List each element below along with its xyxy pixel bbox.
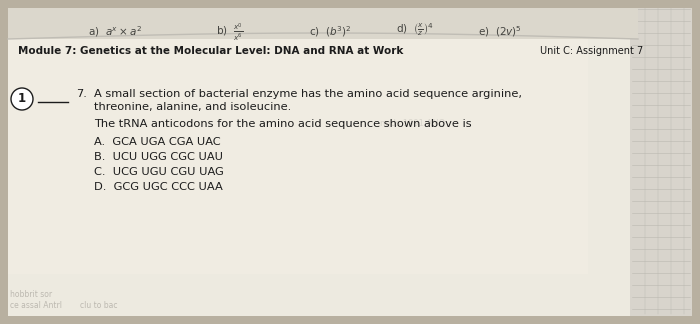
Text: 7.: 7. [76, 89, 87, 99]
Text: clu to bac: clu to bac [80, 301, 118, 310]
Text: nods 1991 ANQ: nods 1991 ANQ [380, 119, 445, 128]
Text: Module 7: Genetics at the Molecular Level: DNA and RNA at Work: Module 7: Genetics at the Molecular Leve… [18, 46, 403, 56]
Text: 1: 1 [18, 92, 26, 106]
Text: A small section of bacterial enzyme has the amino acid sequence arginine,: A small section of bacterial enzyme has … [94, 89, 522, 99]
Text: b)  $\frac{x^0}{x^6}$: b) $\frac{x^0}{x^6}$ [216, 22, 244, 43]
Text: hobbrit sor: hobbrit sor [10, 290, 52, 299]
Text: ce assal Antrl: ce assal Antrl [10, 301, 62, 310]
Text: A.  GCA UGA CGA UAC: A. GCA UGA CGA UAC [94, 137, 220, 147]
FancyBboxPatch shape [8, 8, 638, 39]
Text: threonine, alanine, and isoleucine.: threonine, alanine, and isoleucine. [94, 102, 291, 112]
FancyBboxPatch shape [8, 8, 588, 274]
Text: e)  $(2v)^5$: e) $(2v)^5$ [478, 24, 522, 39]
Text: C.  UCG UGU CGU UAG: C. UCG UGU CGU UAG [94, 167, 224, 177]
FancyBboxPatch shape [630, 8, 692, 316]
FancyBboxPatch shape [8, 8, 638, 316]
Text: Unit C: Assignment 7: Unit C: Assignment 7 [540, 46, 643, 56]
Text: a)  $a^x \times a^2$: a) $a^x \times a^2$ [88, 24, 142, 39]
Text: d)  $\left(\frac{x}{z}\right)^4$: d) $\left(\frac{x}{z}\right)^4$ [396, 22, 434, 39]
Text: c)  $(b^3)^2$: c) $(b^3)^2$ [309, 24, 351, 39]
Text: D.  GCG UGC CCC UAA: D. GCG UGC CCC UAA [94, 182, 223, 192]
Circle shape [11, 88, 33, 110]
Text: The tRNA anticodons for the amino acid sequence shown above is: The tRNA anticodons for the amino acid s… [94, 119, 472, 129]
Text: B.  UCU UGG CGC UAU: B. UCU UGG CGC UAU [94, 152, 223, 162]
